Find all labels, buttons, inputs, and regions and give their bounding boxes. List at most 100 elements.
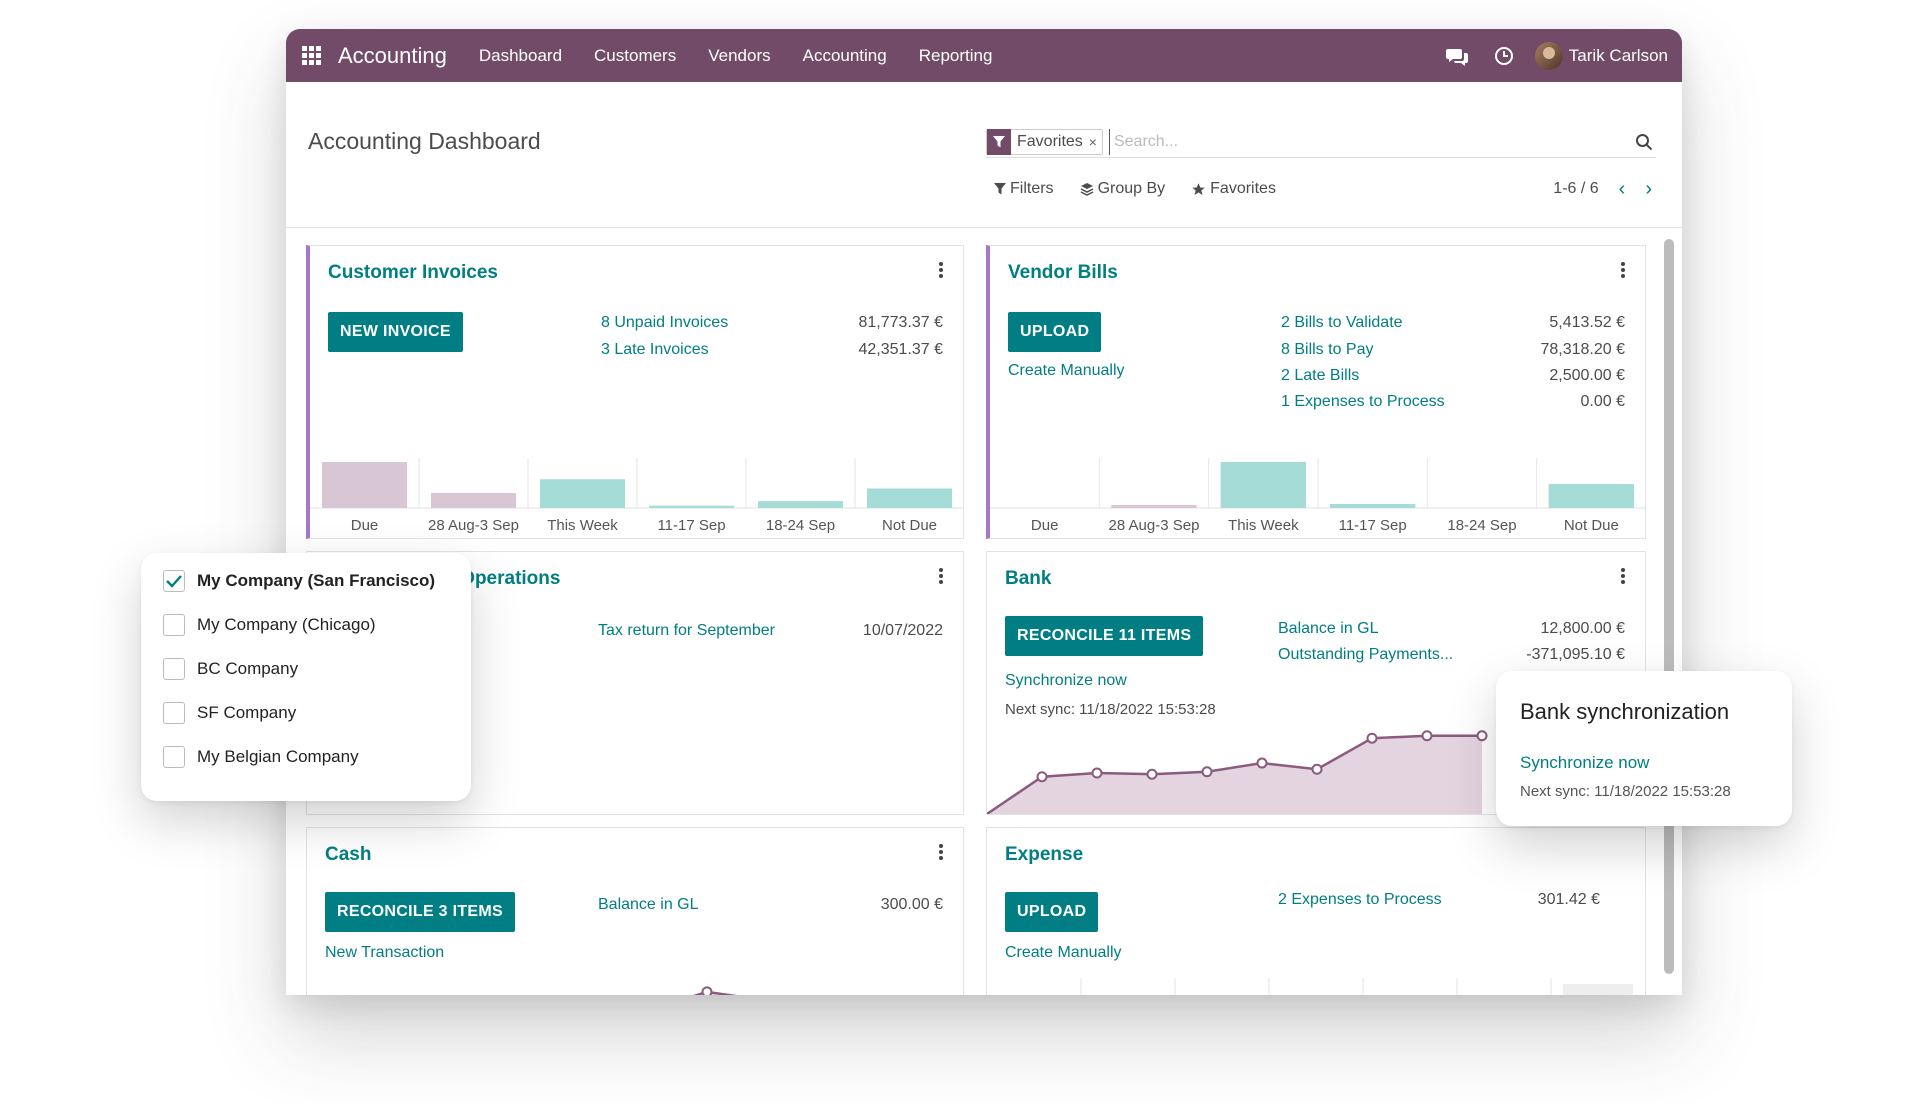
chart-bar[interactable] [1111,505,1197,508]
chart-point[interactable] [1421,730,1433,742]
new-invoice-button[interactable]: NEW INVOICE [328,312,463,352]
sync-popup-next: Next sync: 11/18/2022 15:53:28 [1520,783,1731,800]
company-option-chicago[interactable]: My Company (Chicago) [163,614,376,636]
cash-line-chart[interactable] [307,980,963,995]
bills-to-validate-value: 5,413.52 € [1549,314,1625,331]
bills-to-validate-link[interactable]: 2 Bills to Validate [1281,314,1403,331]
new-transaction-link[interactable]: New Transaction [325,944,445,961]
chart-point[interactable] [1366,732,1378,744]
card-title[interactable]: Cash [325,844,372,865]
cash-balance-link[interactable]: Balance in GL [598,896,699,913]
facet-close-icon[interactable]: × [1088,133,1097,150]
company-option-bc[interactable]: BC Company [163,658,298,680]
search-icon[interactable] [1632,130,1656,154]
chart-point[interactable] [1146,768,1158,780]
create-manually-expense-link[interactable]: Create Manually [1005,944,1122,961]
chart-bar[interactable] [649,505,734,508]
expenses-to-process-link[interactable]: 1 Expenses to Process [1281,393,1445,410]
upload-expense-button[interactable]: UPLOAD [1005,892,1099,932]
search-bar: Favorites × [986,126,1656,158]
chart-point[interactable] [1091,767,1103,779]
chart-bar[interactable] [1220,462,1306,508]
favorites-button[interactable]: Favorites [1191,180,1276,198]
kebab-menu-icon[interactable] [1621,262,1625,278]
card-title[interactable]: Expense [1005,844,1084,865]
kebab-menu-icon[interactable] [939,262,943,278]
company-option-san-francisco[interactable]: My Company (San Francisco) [163,570,435,592]
kebab-menu-icon[interactable] [939,844,943,860]
search-input[interactable] [1108,128,1632,155]
vertical-scrollbar[interactable] [1664,239,1674,974]
synchronize-now-link[interactable]: Synchronize now [1005,672,1127,689]
bank-line-chart[interactable] [987,722,1645,814]
checkbox[interactable] [163,746,185,768]
chart-bar[interactable] [1563,984,1633,995]
menu-customers[interactable]: Customers [594,45,677,65]
company-option-sf[interactable]: SF Company [163,702,296,724]
chevron-right-icon[interactable]: › [1645,178,1652,200]
card-title[interactable]: Customer Invoices [328,262,498,283]
chart-point[interactable] [1201,766,1213,778]
upload-bills-button[interactable]: UPLOAD [1008,312,1102,352]
dashboard-kanban: Customer Invoices NEW INVOICE 8 Unpaid I… [286,229,1682,995]
tax-return-link[interactable]: Tax return for September [598,622,775,639]
chart-bar[interactable] [431,493,516,508]
reconcile-bank-button[interactable]: RECONCILE 11 ITEMS [1005,616,1204,656]
kebab-menu-icon[interactable] [939,568,943,584]
pager-value[interactable]: 1-6 / 6 [1553,180,1599,197]
cash-balance-value: 300.00 € [880,896,943,913]
app-brand[interactable]: Accounting [338,42,447,68]
chart-point[interactable] [1256,757,1268,769]
chart-bar[interactable] [540,479,625,508]
company-name: BC Company [197,659,299,678]
create-manually-link[interactable]: Create Manually [1008,362,1125,379]
chart-bar[interactable] [1548,484,1634,508]
checkbox[interactable] [163,658,185,680]
clock-icon[interactable] [1491,43,1517,69]
kebab-menu-icon[interactable] [1621,568,1625,584]
late-bills-link[interactable]: 2 Late Bills [1281,367,1360,384]
chart-point[interactable] [1036,771,1048,783]
apps-grid-icon[interactable] [302,45,322,66]
chart-bar[interactable] [322,462,407,508]
menu-vendors[interactable]: Vendors [708,45,771,65]
vendor-bills-bar-chart[interactable]: Due 28 Aug-3 Sep This Week 11-17 Sep 18-24 S… [990,434,1646,538]
late-invoices-link[interactable]: 3 Late Invoices [601,341,709,358]
expense-bar-chart[interactable] [987,978,1645,995]
menu-reporting[interactable]: Reporting [918,45,993,65]
chart-bar[interactable] [1330,504,1416,508]
checkbox-checked[interactable] [163,570,185,592]
user-menu[interactable]: Tarik Carlson [1534,41,1668,70]
chart-line [692,990,738,995]
bills-to-pay-link[interactable]: 8 Bills to Pay [1281,341,1374,358]
card-title[interactable]: Vendor Bills [1008,262,1118,283]
page-title: Accounting Dashboard [308,128,541,154]
accounting-window: Accounting Dashboard Customers Vendors A… [286,29,1682,995]
unpaid-invoices-link[interactable]: 8 Unpaid Invoices [601,314,729,331]
reconcile-cash-button[interactable]: RECONCILE 3 ITEMS [325,892,516,932]
favorites-facet[interactable]: Favorites × [986,128,1103,155]
chart-point[interactable] [1476,730,1488,742]
group-by-button[interactable]: Group By [1080,180,1166,198]
card-title[interactable]: Bank [1005,568,1052,589]
chart-bar[interactable] [867,488,952,508]
customer-invoices-card: Customer Invoices NEW INVOICE 8 Unpaid I… [306,245,964,539]
menu-accounting[interactable]: Accounting [802,45,887,65]
chart-point[interactable] [1311,763,1323,775]
expenses-process-link[interactable]: 2 Expenses to Process [1278,891,1442,908]
chart-point[interactable] [701,986,713,995]
company-name: My Company (Chicago) [197,615,376,634]
checkbox[interactable] [163,702,185,724]
filters-button[interactable]: Filters [994,180,1054,198]
chevron-left-icon[interactable]: ‹ [1618,178,1626,200]
menu-dashboard[interactable]: Dashboard [478,45,563,65]
sync-popup-link[interactable]: Synchronize now [1520,753,1650,772]
chart-bar[interactable] [758,501,843,508]
customer-invoices-bar-chart[interactable]: Due 28 Aug-3 Sep This Week 11-17 Sep 18-24 S… [310,434,964,538]
checkbox[interactable] [163,614,185,636]
balance-in-gl-link[interactable]: Balance in GL [1278,620,1379,637]
chat-icon[interactable] [1445,43,1471,69]
company-option-belgian[interactable]: My Belgian Company [163,746,359,768]
group-by-label: Group By [1097,180,1166,197]
outstanding-payments-link[interactable]: Outstanding Payments... [1278,646,1454,663]
